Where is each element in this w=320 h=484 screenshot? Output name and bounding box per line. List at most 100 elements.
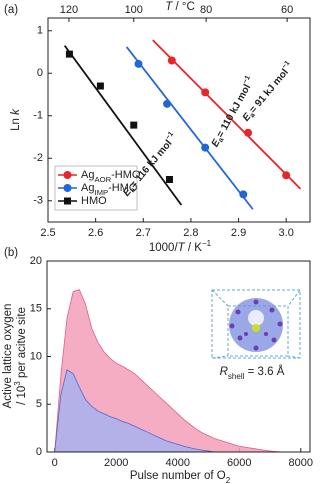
point <box>130 121 138 129</box>
fit-annotation-part: −1 <box>165 131 176 142</box>
inset-label: Rshell = 3.6 Å <box>220 365 285 381</box>
legend-label-part: AOR <box>94 175 111 184</box>
point <box>167 56 176 65</box>
y-axis-label-part: k <box>10 108 22 115</box>
inset-structure <box>211 289 301 359</box>
legend-label: AgAOR-HMO <box>81 169 141 184</box>
y-axis-label-part: per acitve site <box>16 307 28 381</box>
x-tick-label: 3.0 <box>279 227 294 239</box>
fit-line <box>125 46 254 210</box>
x-axis-label-part: / K <box>185 242 203 254</box>
y-tick-label: 5 <box>36 398 42 410</box>
y-axis-label-part: / 10 <box>16 386 28 405</box>
y-tick-label: 15 <box>30 303 42 315</box>
y-tick-label: 20 <box>30 255 42 267</box>
inset-label-part: shell <box>228 372 245 381</box>
point <box>244 128 253 137</box>
y-tick-label: 0 <box>37 67 43 79</box>
point <box>239 190 248 199</box>
x-tick-label: 4000 <box>165 457 189 469</box>
fit-annotation-part: a <box>130 187 138 195</box>
y-axis-label-part: Ln <box>10 115 22 131</box>
x-axis-label-part: T <box>178 242 186 254</box>
plot-a <box>63 39 302 210</box>
x2-axis-label: T / °C <box>165 1 195 13</box>
legend-label-part: -HMO <box>108 182 138 194</box>
point <box>65 50 73 58</box>
x-tick-label: 8000 <box>289 457 313 469</box>
y-axis-label: / 103 per acitve site <box>13 307 28 405</box>
panel-label: (b) <box>4 247 18 259</box>
panel-label: (a) <box>4 4 18 16</box>
x-tick-label: 2000 <box>104 457 128 469</box>
fit-line <box>152 39 302 190</box>
inset-label-part: R <box>220 366 228 378</box>
x-axis-label: Pulse number of O2 <box>130 470 231 484</box>
y-tick-label: -3 <box>33 195 43 207</box>
legend-label-part: Ag <box>81 182 94 194</box>
legend-label: AgIMP-HMO <box>81 182 138 197</box>
fit-annotation-part: −1 <box>242 75 252 85</box>
point <box>282 171 291 180</box>
inset-edge <box>287 289 301 307</box>
point <box>201 88 210 97</box>
x-axis-label-part: 2 <box>226 476 231 484</box>
fit-annotation-part: = 91 kJ mol <box>247 67 290 116</box>
inset-atoms <box>229 299 283 351</box>
inset-edge <box>211 289 229 307</box>
axes-frame <box>47 17 311 223</box>
x-axis-label: 1000/T / K−1 <box>149 239 212 254</box>
y-tick-label: -2 <box>33 152 43 164</box>
fit-line <box>63 45 183 206</box>
x-tick-label: 0 <box>52 457 58 469</box>
point <box>165 176 173 183</box>
x2-tick-label: 80 <box>200 4 212 16</box>
x2-axis-label-part: / °C <box>172 1 195 13</box>
axes-frame <box>46 260 311 453</box>
y-tick-label: -1 <box>33 110 43 122</box>
fit-annotation-part: a <box>218 137 226 144</box>
x2-tick-label: 100 <box>125 4 143 16</box>
x2-axis-label-part: T <box>165 1 173 13</box>
inset-label-part: = 3.6 Å <box>244 365 284 378</box>
y-tick-label: 1 <box>37 25 43 37</box>
fit-annotation-part: a <box>249 112 257 120</box>
point <box>201 143 210 152</box>
fit-annotation-part: −1 <box>281 60 292 71</box>
x-axis-label-part: Pulse number of O <box>130 470 226 482</box>
x-tick-label: 2.9 <box>231 227 246 239</box>
fit-annotation: Ea= 116 kJ mol−1 <box>120 131 181 200</box>
y-axis-label: Active lattice oxygen <box>2 304 14 409</box>
point <box>96 82 104 90</box>
inset-edge <box>287 355 301 359</box>
legend-box <box>54 165 138 211</box>
area <box>54 289 301 453</box>
y-axis-label-part: Active lattice oxygen <box>2 304 14 409</box>
x-tick-label: 2.5 <box>40 227 55 239</box>
legend-label: HMO <box>81 195 107 207</box>
x2-tick-label: 120 <box>60 4 78 16</box>
x-axis-label-part: 1000/ <box>149 242 179 254</box>
inset-center-atom <box>252 324 260 332</box>
y-axis-label: Ln k <box>10 108 22 131</box>
x-axis-label-part: −1 <box>202 239 212 248</box>
legend-label-part: IMP <box>94 188 108 197</box>
legend-label-part: -HMO <box>111 169 141 181</box>
legend-label-part: HMO <box>81 195 107 207</box>
x-tick-label: 6000 <box>227 457 251 469</box>
x2-tick-label: 60 <box>281 4 293 16</box>
y-tick-label: 0 <box>36 446 42 458</box>
point <box>134 59 143 68</box>
point <box>163 99 172 108</box>
x-tick-label: 2.8 <box>183 227 198 239</box>
y-axis-label-part: 3 <box>13 381 22 386</box>
legend-label-part: Ag <box>81 169 94 181</box>
inset-highlight <box>248 310 264 326</box>
x-tick-label: 2.7 <box>136 227 151 239</box>
x-tick-label: 2.6 <box>88 227 103 239</box>
inset-edge <box>211 355 229 359</box>
fit-annotation-part: E <box>209 137 222 148</box>
y-tick-label: 10 <box>30 350 42 362</box>
